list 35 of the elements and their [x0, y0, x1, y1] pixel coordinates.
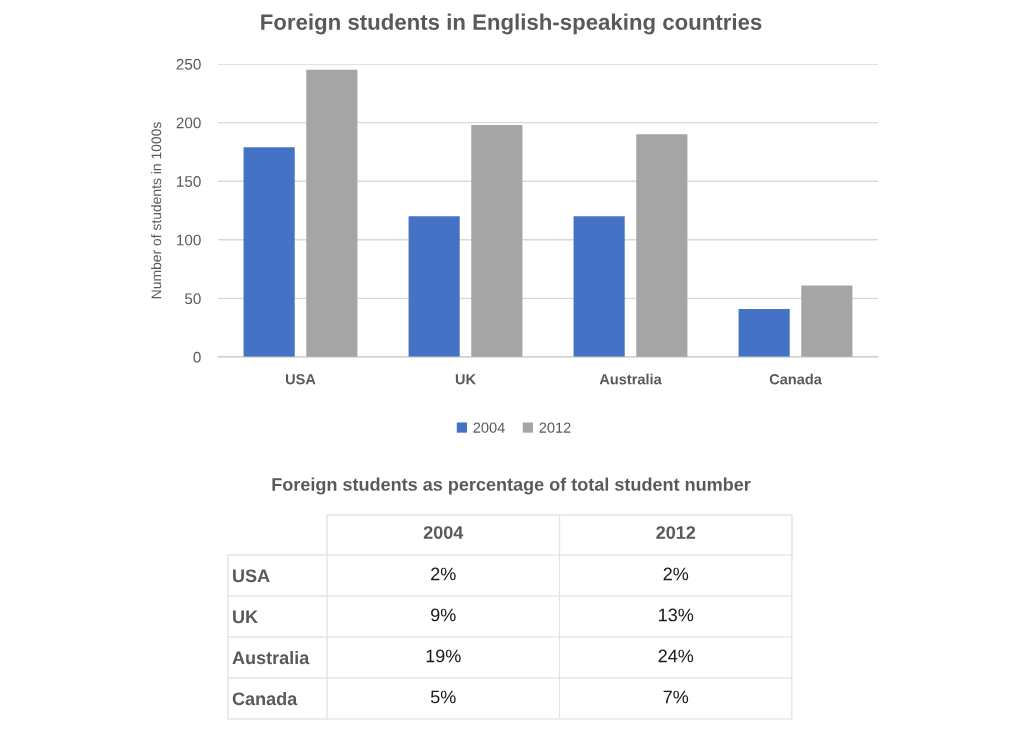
- y-tick-label: UK: [233, 610, 258, 624]
- x-tick-label: Canada: [769, 373, 822, 385]
- chart-title: Foreign students in English-speaking countries: [261, 13, 762, 35]
- y-tick-label: 0: [193, 351, 201, 363]
- bar: [801, 285, 853, 357]
- bar: [408, 216, 460, 357]
- bar: [471, 124, 523, 357]
- bar: [243, 147, 295, 357]
- x-tick-label: Australia: [599, 373, 662, 385]
- y-tick-label: 50: [184, 293, 201, 305]
- y-tick-label: 100: [177, 234, 201, 246]
- text: 19%: [426, 649, 461, 663]
- y-axis-title: Number of students in 1000s: [151, 122, 162, 299]
- text: 7%: [663, 690, 689, 704]
- legend-label: 2012: [539, 422, 571, 433]
- bar: [636, 134, 688, 357]
- text: 24%: [658, 649, 694, 663]
- x-tick-label: UK: [455, 374, 476, 385]
- y-tick-label: 200: [176, 117, 201, 129]
- bar: [738, 308, 790, 357]
- x-tick-label: USA: [285, 374, 316, 385]
- bar: [573, 216, 625, 357]
- text: 2%: [431, 567, 456, 581]
- text: 9%: [431, 608, 456, 622]
- text: 5%: [430, 690, 456, 704]
- legend-label: 2004: [473, 422, 505, 433]
- bar: [306, 69, 358, 357]
- text: 2%: [663, 567, 689, 581]
- y-tick-label: Canada: [232, 691, 298, 706]
- y-tick-label: Australia: [232, 650, 310, 665]
- y-tick-label: USA: [233, 569, 270, 583]
- chart-title: Foreign students as percentage of total student number: [272, 477, 751, 495]
- y-tick-label: 250: [176, 58, 201, 70]
- text: 13%: [659, 608, 694, 622]
- y-tick-label: 150: [177, 176, 201, 187]
